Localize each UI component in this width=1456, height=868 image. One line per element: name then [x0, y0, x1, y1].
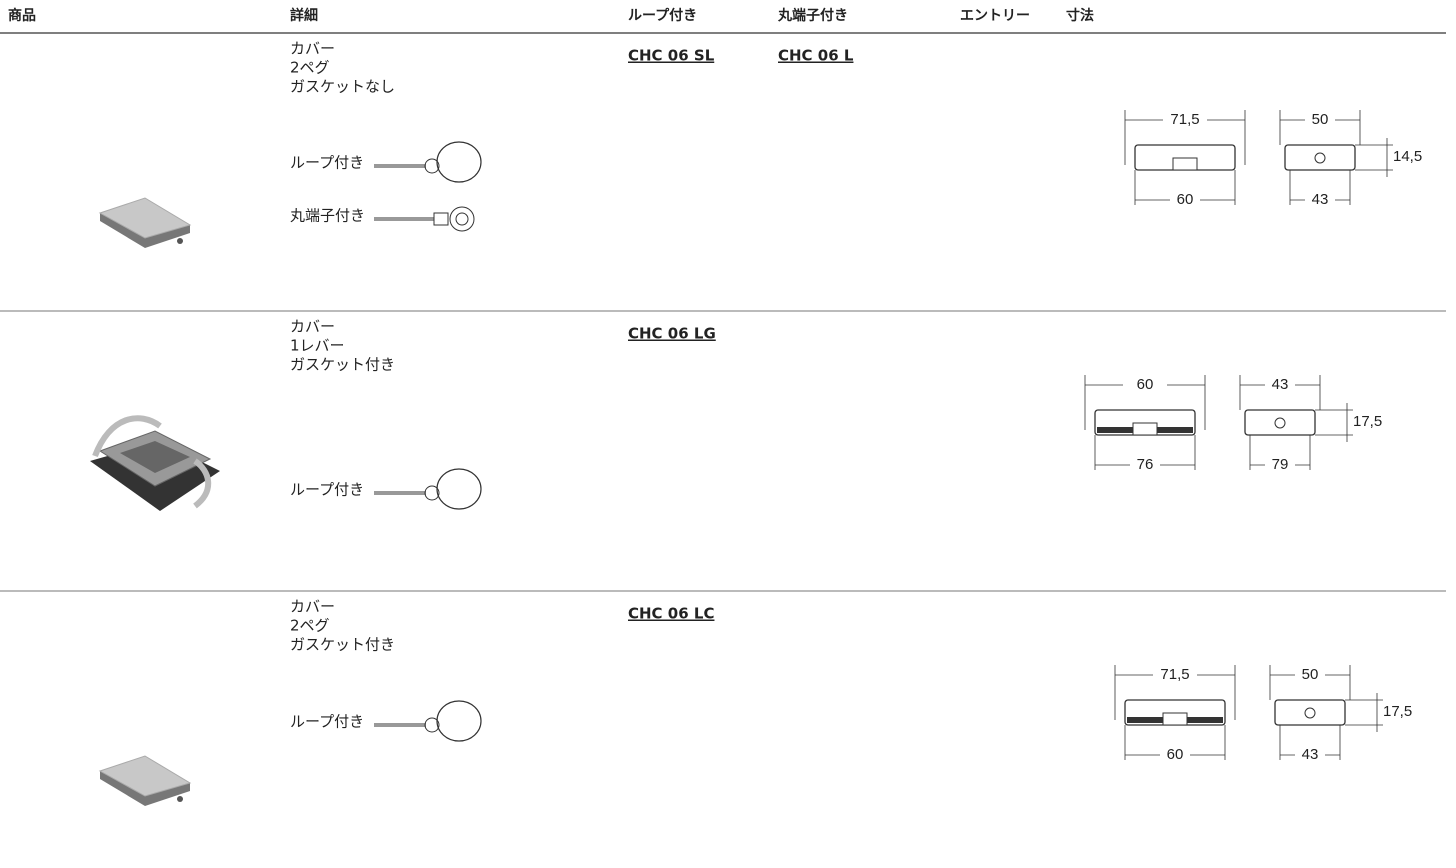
- housing-opening: [120, 441, 190, 473]
- product-image: [98, 755, 192, 806]
- order-code-link[interactable]: CHC 06 SL: [628, 47, 715, 65]
- label-bg: [1153, 665, 1197, 685]
- order-code-link[interactable]: CHC 06 L: [778, 47, 854, 65]
- side-view: [1274, 699, 1346, 726]
- cover-top: [98, 197, 192, 239]
- dimension-label: 60: [1167, 746, 1184, 763]
- column-header: ループ付き: [628, 7, 697, 24]
- dimension-drawing: 60 76 43 79 17,5: [1084, 375, 1382, 475]
- ring-hole: [455, 212, 469, 226]
- accessory-label: 丸端子付き: [290, 207, 365, 225]
- detail-line: カバー: [290, 318, 335, 336]
- order-code-link[interactable]: CHC 06 LG: [628, 325, 716, 343]
- column-header: 寸法: [1066, 7, 1094, 24]
- lever: [92, 415, 212, 509]
- detail-line: カバー: [290, 40, 335, 58]
- label-bg: [1170, 190, 1200, 210]
- detail-line: ガスケットなし: [290, 78, 395, 96]
- front-tab: [1162, 712, 1188, 726]
- accessory-label: ループ付き: [290, 154, 364, 172]
- dimension-label: 76: [1137, 456, 1154, 473]
- label-bg: [1305, 190, 1335, 210]
- detail-line: ガスケット付き: [290, 356, 395, 374]
- detail-line: カバー: [290, 598, 335, 616]
- column-header: 商品: [8, 7, 36, 24]
- side-peg: [1304, 707, 1316, 719]
- dimension-label: 50: [1302, 666, 1319, 683]
- dimension-label: 71,5: [1160, 666, 1189, 683]
- column-header: 丸端子付き: [777, 7, 848, 24]
- label-bg: [1295, 745, 1325, 765]
- front-tab: [1172, 157, 1198, 171]
- dimension-drawing: 71,5 60 50 43 17,5: [1114, 665, 1412, 765]
- ring-terminal: [449, 206, 475, 232]
- accessory-label: ループ付き: [290, 481, 364, 499]
- order-code-link[interactable]: CHC 06 LC: [628, 605, 714, 623]
- dimension-label: 71,5: [1170, 111, 1199, 128]
- peg: [177, 796, 183, 802]
- dimension-label: 50: [1312, 111, 1329, 128]
- peg: [177, 238, 183, 244]
- dimension-label: 43: [1302, 746, 1319, 763]
- detail-line: 2ペグ: [290, 59, 330, 77]
- dimension-label: 60: [1137, 376, 1154, 393]
- loop: [436, 468, 482, 510]
- loop-eye: [424, 485, 440, 501]
- label-bg: [1130, 455, 1160, 475]
- dimension-label: 17,5: [1383, 703, 1412, 720]
- label-bg: [1163, 110, 1207, 130]
- side-peg: [1274, 417, 1286, 429]
- front-tab: [1132, 422, 1158, 436]
- dimension-label: 79: [1272, 456, 1289, 473]
- dimension-drawing: 71,5 60 50 43 14,5: [1124, 110, 1422, 210]
- detail-line: 1レバー: [290, 337, 345, 355]
- dimension-label: 43: [1272, 376, 1289, 393]
- product-image: [98, 197, 192, 248]
- column-header: エントリー: [960, 8, 1030, 24]
- label-bg: [1265, 455, 1295, 475]
- side-view: [1284, 144, 1356, 171]
- cover-side: [100, 771, 190, 806]
- loop-eye: [424, 717, 440, 733]
- detail-line: ガスケット付き: [290, 636, 395, 654]
- side-peg: [1314, 152, 1326, 164]
- dimension-label: 43: [1312, 191, 1329, 208]
- cover-side: [100, 213, 190, 248]
- label-bg: [1265, 375, 1295, 395]
- label-bg: [1295, 665, 1325, 685]
- label-bg: [1123, 375, 1167, 395]
- dimension-label: 60: [1177, 191, 1194, 208]
- detail-line: 2ペグ: [290, 617, 330, 635]
- loop: [436, 141, 482, 183]
- dimension-label: 14,5: [1393, 148, 1422, 165]
- label-bg: [1160, 745, 1190, 765]
- side-view: [1244, 409, 1316, 436]
- cover-top: [98, 755, 192, 797]
- ring-sleeve: [433, 212, 449, 226]
- loop: [436, 700, 482, 742]
- product-image: [90, 415, 220, 511]
- label-bg: [1305, 110, 1335, 130]
- loop-eye: [424, 158, 440, 174]
- column-header: 詳細: [290, 7, 318, 24]
- accessory-label: ループ付き: [290, 713, 364, 731]
- dimension-label: 17,5: [1353, 413, 1382, 430]
